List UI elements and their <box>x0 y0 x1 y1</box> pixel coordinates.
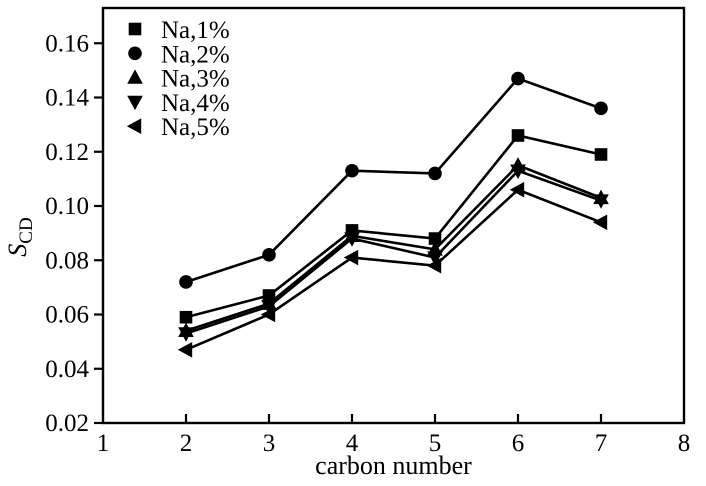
legend-label: Na,3% <box>161 66 230 93</box>
y-tick-label: 0.16 <box>45 30 89 57</box>
x-tick-label: 4 <box>346 430 359 457</box>
data-marker-triangle-down <box>593 194 609 209</box>
x-tick-label: 3 <box>263 430 276 457</box>
x-tick-label: 8 <box>678 430 691 457</box>
y-tick-label: 0.08 <box>45 247 89 274</box>
data-marker-circle <box>262 248 276 262</box>
y-tick-label: 0.04 <box>45 356 89 383</box>
x-axis-label: carbon number <box>315 451 472 480</box>
y-tick-label: 0.12 <box>45 139 89 166</box>
data-marker-triangle-down <box>344 232 360 247</box>
data-marker-circle <box>594 101 608 116</box>
data-marker-circle <box>179 275 193 289</box>
y-axis-label: SCD <box>3 217 37 256</box>
data-marker-square <box>179 310 193 324</box>
x-tick-label: 1 <box>97 430 110 457</box>
x-tick-label: 7 <box>595 430 608 457</box>
series-line-1 <box>185 134 602 319</box>
plot-frame <box>101 6 686 425</box>
legend-marker-triangle-up <box>127 69 143 84</box>
y-tick-label: 0.10 <box>45 193 89 220</box>
legend-marker-square <box>128 22 142 36</box>
series-line-5 <box>185 188 602 351</box>
legend-label: Na,1% <box>161 17 230 44</box>
data-marker-triangle-down <box>178 327 194 342</box>
legend-marker-triangle-down <box>127 95 143 111</box>
x-tick-label: 6 <box>512 430 525 457</box>
y-tick-label: 0.14 <box>45 85 89 112</box>
data-marker-triangle-left <box>426 257 442 274</box>
data-marker-triangle-down <box>261 300 277 315</box>
data-marker-triangle-left <box>260 306 276 323</box>
data-marker-square <box>594 148 608 161</box>
data-marker-triangle-down <box>510 164 526 179</box>
data-marker-triangle-left <box>592 214 608 231</box>
series-line-4 <box>185 169 602 335</box>
series-line-3 <box>185 163 602 333</box>
legend-label: Na,5% <box>161 114 230 141</box>
data-marker-triangle-left <box>509 181 525 198</box>
data-marker-square <box>428 232 442 245</box>
data-marker-circle <box>428 166 442 181</box>
y-tick-label: 0.06 <box>45 302 89 329</box>
data-marker-triangle-left <box>177 341 193 358</box>
legend-marker-triangle-left <box>126 118 142 134</box>
data-marker-circle <box>511 71 525 86</box>
data-marker-square <box>511 129 525 142</box>
data-marker-triangle-left <box>343 249 359 266</box>
legend-marker-circle <box>128 46 142 61</box>
series-line-2 <box>185 76 602 284</box>
x-tick-label: 2 <box>180 430 193 457</box>
data-marker-circle <box>345 163 359 178</box>
x-tick-label: 5 <box>429 430 442 457</box>
data-marker-triangle-down <box>427 251 443 266</box>
legend-label: Na,4% <box>161 90 230 117</box>
y-tick-label: 0.02 <box>45 410 89 437</box>
legend-label: Na,2% <box>161 41 230 68</box>
